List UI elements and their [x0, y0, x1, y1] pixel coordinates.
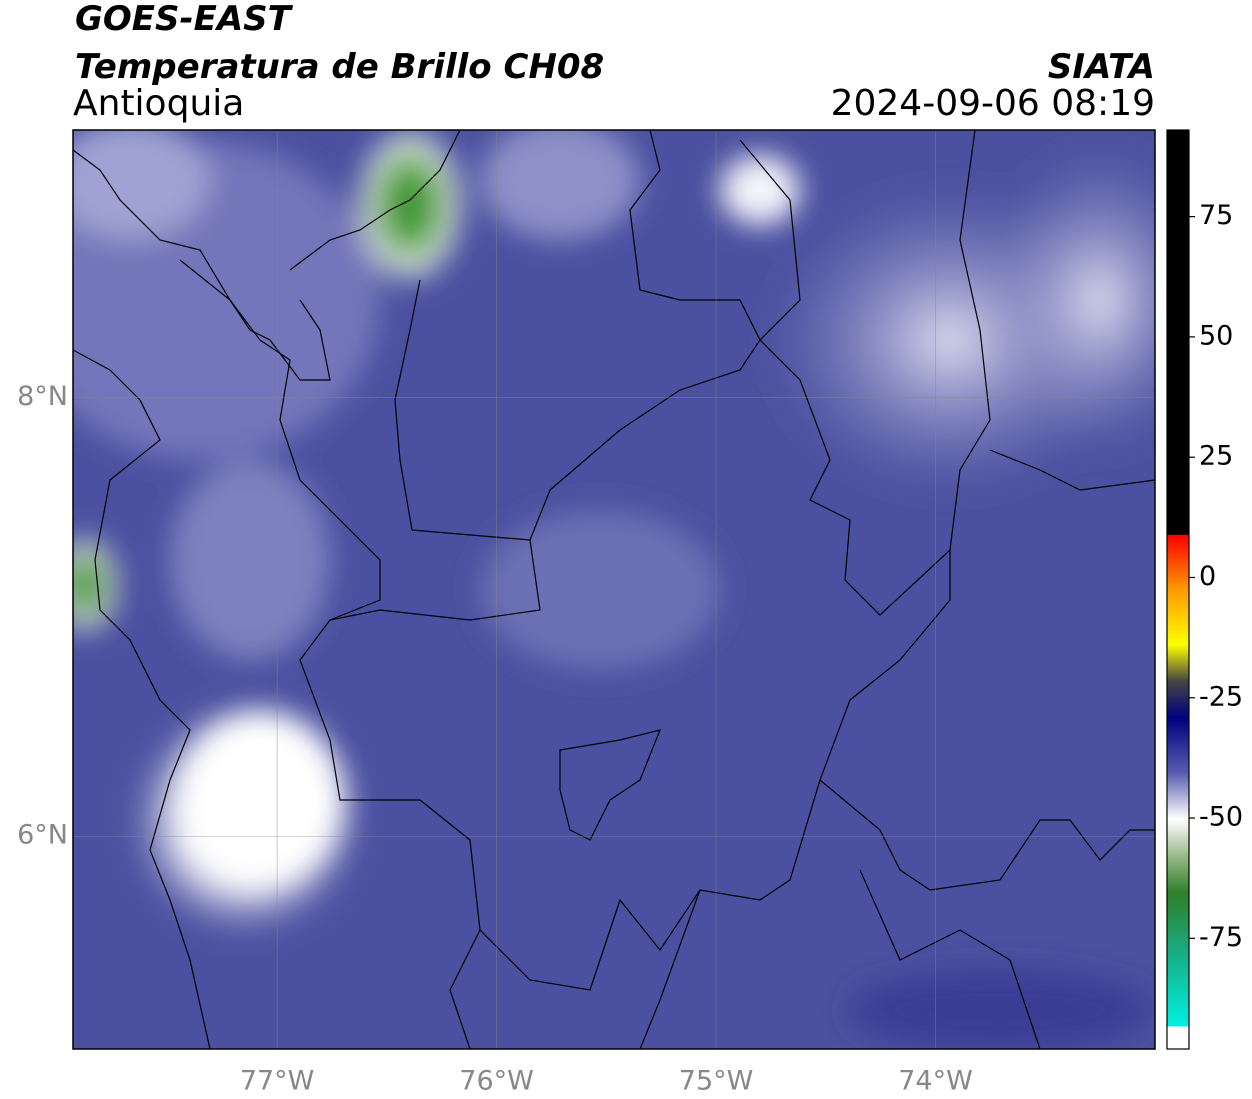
x-tick-label: 74°W — [898, 1066, 973, 1097]
map-frame — [72, 129, 1156, 1050]
colorbar — [1166, 129, 1190, 1050]
title: GOES-EAST — [75, 0, 294, 39]
map — [73, 130, 1155, 1049]
colorbar-tick-label: 50 — [1199, 320, 1233, 351]
product: Temperatura de Brillo CH08 — [75, 47, 604, 87]
region: Antioquia — [73, 83, 244, 124]
datetime: 2024-09-06 08:19 — [831, 83, 1155, 124]
grid — [73, 130, 1155, 1049]
x-tick-label: 76°W — [459, 1066, 534, 1097]
colorbar-tick-label: 25 — [1199, 441, 1233, 472]
x-tick-label: 75°W — [679, 1066, 754, 1097]
colorbar-tick-label: 0 — [1199, 561, 1216, 592]
borders — [73, 130, 1155, 1049]
source: SIATA — [1048, 47, 1155, 87]
y-tick-label: 8°N — [17, 381, 68, 412]
x-tick-label: 77°W — [240, 1066, 315, 1097]
y-tick-label: 6°N — [17, 820, 68, 851]
colorbar-tick-label: -75 — [1199, 922, 1243, 953]
colorbar-tick-label: -25 — [1199, 681, 1243, 712]
colorbar-tick-label: 75 — [1199, 200, 1233, 231]
colorbar-tick-label: -50 — [1199, 802, 1243, 833]
cloud-field — [73, 130, 1155, 1049]
